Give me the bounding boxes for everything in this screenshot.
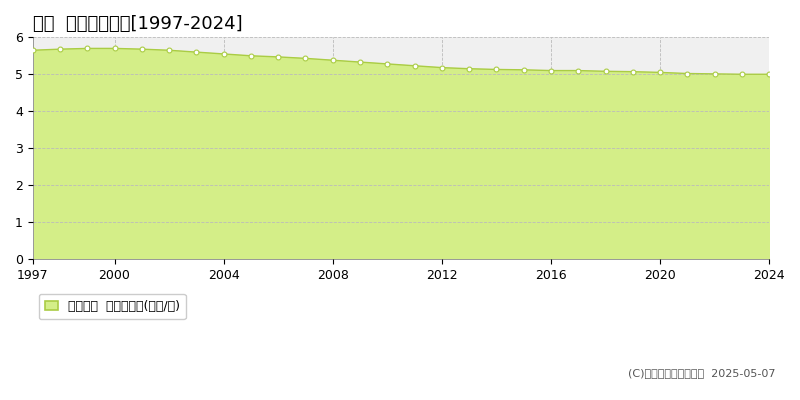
Text: (C)土地価格ドットコム  2025-05-07: (C)土地価格ドットコム 2025-05-07 <box>629 368 776 378</box>
Text: 綾町  基準地価推移[1997-2024]: 綾町 基準地価推移[1997-2024] <box>33 15 242 33</box>
Legend: 基準地価  平均坪単価(万円/坪): 基準地価 平均坪単価(万円/坪) <box>39 294 186 319</box>
